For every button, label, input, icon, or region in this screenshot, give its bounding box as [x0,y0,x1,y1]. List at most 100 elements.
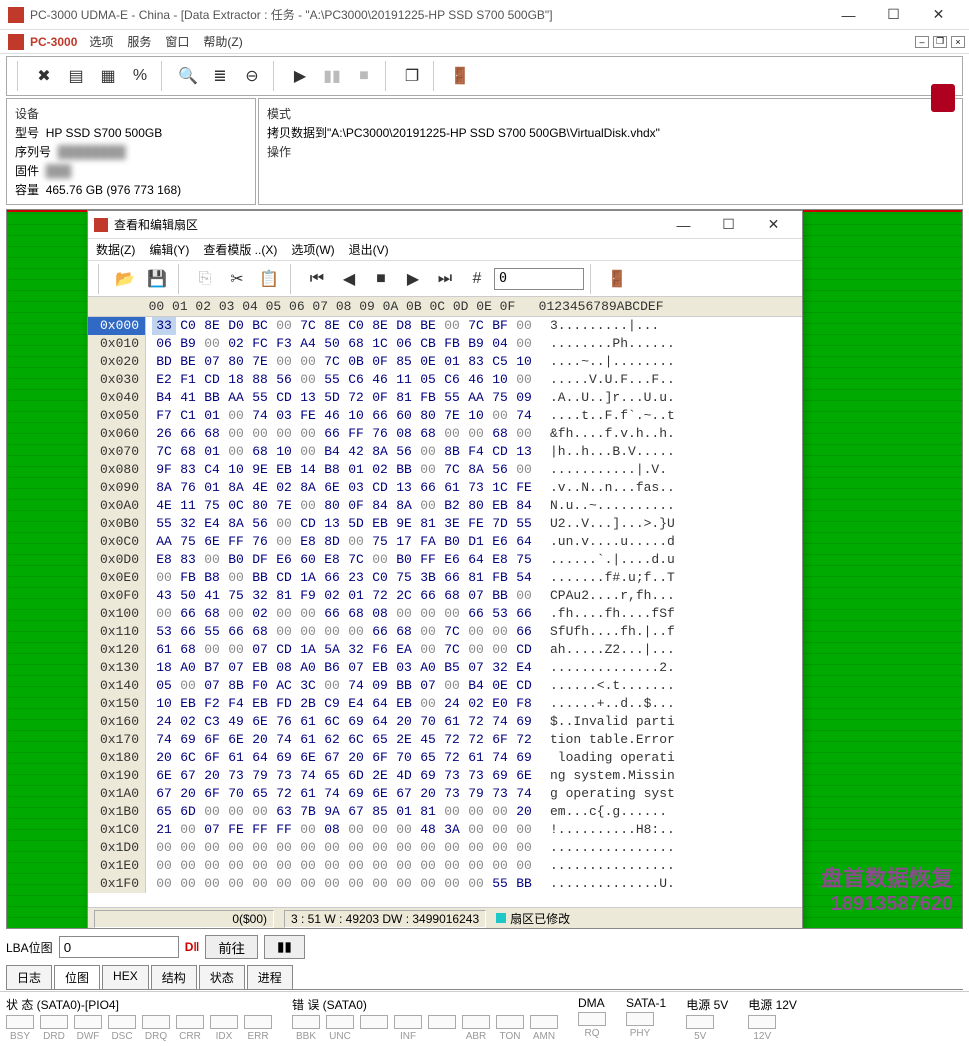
hex-menu-options[interactable]: 选项(W) [291,241,334,258]
hex-bytes[interactable]: 435041753281F90201722C666807BB00 [146,587,542,605]
hex-goto-input[interactable] [494,268,584,290]
hex-bytes[interactable]: 00000000000000000000000000000000 [146,857,542,875]
tool-pause-icon[interactable]: ▮▮ [317,61,347,91]
hex-grid-icon[interactable]: # [462,264,492,294]
hex-bytes[interactable]: AA756EFF7600E88D007517FAB0D1E664 [146,533,542,551]
hex-row[interactable]: 0x1E000000000000000000000000000000000...… [88,857,802,875]
tool-settings-icon[interactable]: ✖ [29,61,59,91]
hex-row[interactable]: 0x0B05532E48A5600CD135DEB9E813EFE7D55U2.… [88,515,802,533]
hex-row[interactable]: 0x0A04E11750C807E00800F848A00B280EB84N.u… [88,497,802,515]
hex-bytes[interactable]: 9F83C4109EEB14B80102BB007C8A5600 [146,461,542,479]
hex-row[interactable]: 0x0C0AA756EFF7600E88D007517FAB0D1E664.un… [88,533,802,551]
maximize-button[interactable]: ☐ [871,0,916,30]
hex-row[interactable]: 0x180206C6F6164696E67206F706572617469 lo… [88,749,802,767]
hex-bytes[interactable]: 00000000000000000000000000000000 [146,839,542,857]
hex-bytes[interactable]: 206C6F6164696E67206F706572617469 [146,749,542,767]
hex-data-body[interactable]: 0x00033C08ED0BC007C8EC08ED8BE007CBF003..… [88,317,802,907]
hex-row[interactable]: 0x040B441BBAA55CD135D720F81FB55AA7509.A.… [88,389,802,407]
hex-bytes[interactable]: 33C08ED0BC007C8EC08ED8BE007CBF00 [146,317,542,335]
tool-disk-icon[interactable]: ⊖ [237,61,267,91]
hex-row[interactable]: 0x15010EBF2F4EBFD2BC9E464EB002402E0F8...… [88,695,802,713]
tool-stop-icon[interactable]: ■ [349,61,379,91]
hex-row[interactable]: 0x0908A76018A4E028A6E03CD136661731CFE.v.… [88,479,802,497]
hex-first-icon[interactable]: ⏮ [302,264,332,294]
tool-map-icon[interactable]: ▦ [93,61,123,91]
hex-row[interactable]: 0x13018A0B707EB08A0B607EB03A0B50732E4...… [88,659,802,677]
hex-menu-edit[interactable]: 编辑(Y) [149,241,189,258]
hex-bytes[interactable]: 000000000000000000000000000055BB [146,875,542,893]
menu-window[interactable]: 窗口 [165,33,189,50]
tool-search-icon[interactable]: 🔍 [173,61,203,91]
tab-log[interactable]: 日志 [6,965,52,989]
hex-row[interactable]: 0x0707C680100681000B4428A56008BF4CD13|h.… [88,443,802,461]
tab-hex[interactable]: HEX [102,965,149,989]
menu-help[interactable]: 帮助(Z) [203,33,242,50]
hex-row[interactable]: 0x01006B90002FCF3A450681C06CBFBB90400...… [88,335,802,353]
hex-open-icon[interactable]: 📂 [110,264,140,294]
hex-row[interactable]: 0x1B0656D000000637B9A6785018100000020em.… [88,803,802,821]
menu-options[interactable]: 选项 [89,33,113,50]
hex-bytes[interactable]: 18A0B707EB08A0B607EB03A0B50732E4 [146,659,542,677]
hex-row[interactable]: 0x050F7C101007403FE46106660807E100074...… [88,407,802,425]
hex-bytes[interactable]: 0500078BF0AC3C007409BB0700B40ECD [146,677,542,695]
tool-layers-icon[interactable]: ≣ [205,61,235,91]
hex-bytes[interactable]: BDBE07807E00007C0B0F850E0183C510 [146,353,542,371]
hex-bytes[interactable]: 00FBB800BBCD1A6623C0753B6681FB54 [146,569,542,587]
hex-maximize-button[interactable]: ☐ [706,210,751,240]
hex-exit-icon[interactable]: 🚪 [602,264,632,294]
hex-bytes[interactable]: 210007FEFFFF0008000000483A000000 [146,821,542,839]
hex-row[interactable]: 0x020BDBE07807E00007C0B0F850E0183C510...… [88,353,802,371]
hex-prev-icon[interactable]: ◀ [334,264,364,294]
hex-bytes[interactable]: 8A76018A4E028A6E03CD136661731CFE [146,479,542,497]
hex-stop2-icon[interactable]: ■ [366,264,396,294]
hex-row[interactable]: 0x0602666680000000066FF76086800006800&fh… [88,425,802,443]
hex-row[interactable]: 0x1A067206F7065726174696E672073797374g o… [88,785,802,803]
hex-row[interactable]: 0x10000666800020000666808000000665366.fh… [88,605,802,623]
hex-bytes[interactable]: 5532E48A5600CD135DEB9E813EFE7D55 [146,515,542,533]
hex-close-button[interactable]: ✕ [751,210,796,240]
hex-bytes[interactable]: 7C680100681000B4428A56008BF4CD13 [146,443,542,461]
hex-row[interactable]: 0x17074696F6E207461626C652E4572726F72tio… [88,731,802,749]
hex-bytes[interactable]: 2402C3496E76616C6964207061727469 [146,713,542,731]
hex-save-icon[interactable]: 💾 [142,264,172,294]
hex-bytes[interactable]: 2666680000000066FF76086800006800 [146,425,542,443]
hex-bytes[interactable]: 74696F6E207461626C652E4572726F72 [146,731,542,749]
mdi-minimize-button[interactable]: – [915,36,929,48]
hex-row[interactable]: 0x0809F83C4109EEB14B80102BB007C8A5600...… [88,461,802,479]
hex-bytes[interactable]: 00666800020000666808000000665366 [146,605,542,623]
hex-row[interactable]: 0x1D000000000000000000000000000000000...… [88,839,802,857]
lba-pause-button[interactable]: ▮▮ [264,935,305,959]
hex-menu-template[interactable]: 查看模版 ..(X) [203,241,277,258]
tool-play-icon[interactable]: ▶ [285,61,315,91]
hex-row[interactable]: 0x0F0435041753281F90201722C666807BB00CPA… [88,587,802,605]
hex-bytes[interactable]: 06B90002FCF3A450681C06CBFBB90400 [146,335,542,353]
hex-menu-exit[interactable]: 退出(V) [349,241,389,258]
hex-row[interactable]: 0x1206168000007CD1A5A32F6EA007C0000CDah.… [88,641,802,659]
hex-menu-data[interactable]: 数据(Z) [96,241,135,258]
hex-copy-icon[interactable]: ⎘ [190,264,220,294]
hex-bytes[interactable]: 10EBF2F4EBFD2BC9E464EB002402E0F8 [146,695,542,713]
lba-go-button[interactable]: 前往 [205,935,258,959]
hex-bytes[interactable]: 656D000000637B9A6785018100000020 [146,803,542,821]
hex-bytes[interactable]: 5366556668000000006668007C000066 [146,623,542,641]
hex-row[interactable]: 0x030E2F1CD1888560055C6461105C6461000...… [88,371,802,389]
hex-row[interactable]: 0x1906E672073797374656D2E4D697373696Eng … [88,767,802,785]
hex-row[interactable]: 0x1602402C3496E76616C6964207061727469$..… [88,713,802,731]
side-disk-icon[interactable] [931,84,955,112]
hex-bytes[interactable]: 67206F7065726174696E672073797374 [146,785,542,803]
tab-bitmap[interactable]: 位图 [54,965,100,989]
hex-next-icon[interactable]: ▶ [398,264,428,294]
minimize-button[interactable]: — [826,0,871,30]
hex-bytes[interactable]: 6168000007CD1A5A32F6EA007C0000CD [146,641,542,659]
mdi-restore-button[interactable]: ❐ [933,36,947,48]
mdi-close-button[interactable]: × [951,36,965,48]
lba-input[interactable] [59,936,179,958]
tab-status[interactable]: 状态 [199,965,245,989]
hex-row[interactable]: 0x1105366556668000000006668007C000066SfU… [88,623,802,641]
hex-row[interactable]: 0x00033C08ED0BC007C8EC08ED8BE007CBF003..… [88,317,802,335]
hex-cut-icon[interactable]: ✂ [222,264,252,294]
hex-paste-icon[interactable]: 📋 [254,264,284,294]
hex-bytes[interactable]: F7C101007403FE46106660807E100074 [146,407,542,425]
hex-row[interactable]: 0x0E000FBB800BBCD1A6623C0753B6681FB54...… [88,569,802,587]
hex-bytes[interactable]: 6E672073797374656D2E4D697373696E [146,767,542,785]
